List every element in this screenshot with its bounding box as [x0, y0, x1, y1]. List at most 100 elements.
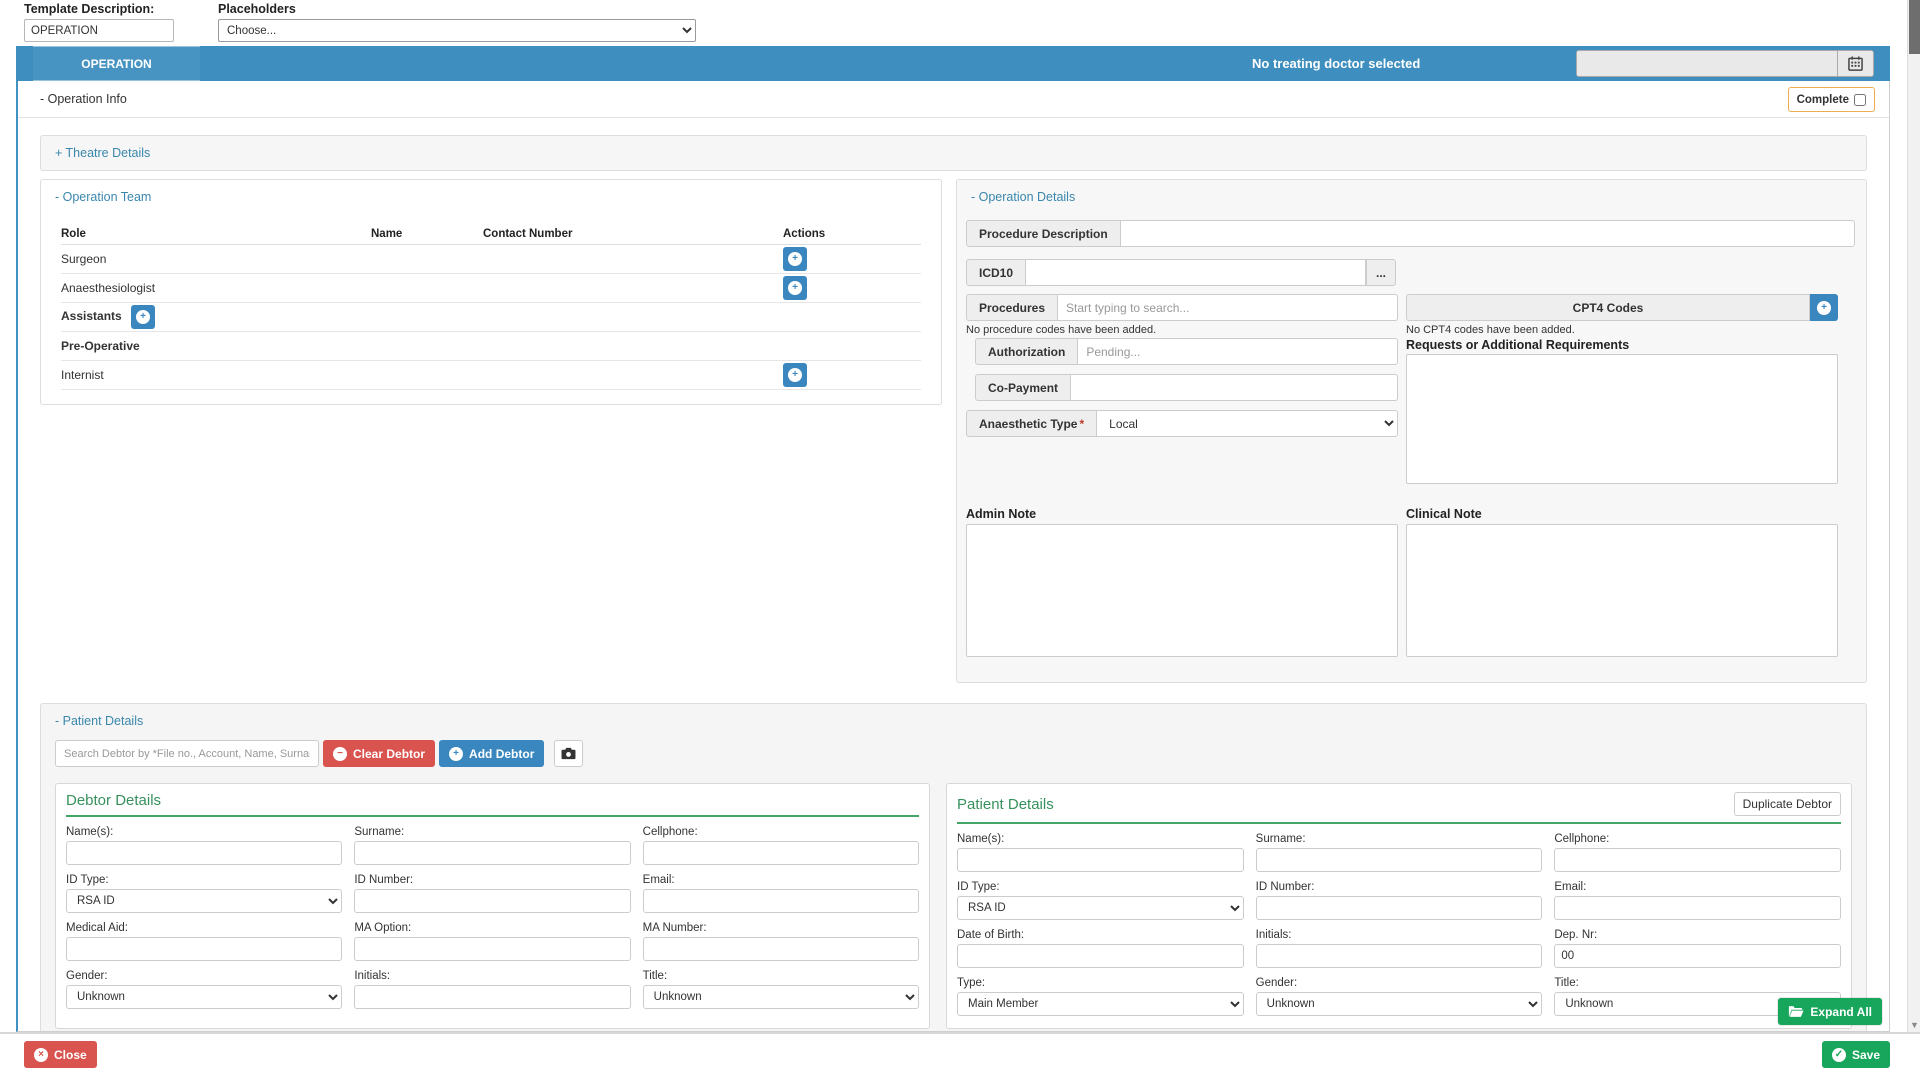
debtor-email-input[interactable]	[642, 889, 919, 913]
copayment-input[interactable]	[1071, 374, 1398, 401]
icd10-input[interactable]	[1026, 259, 1366, 286]
patient-cellphone-input[interactable]	[1554, 848, 1841, 872]
authorization-input[interactable]	[1078, 338, 1398, 365]
camera-button[interactable]	[554, 740, 584, 767]
plus-circle-icon: +	[788, 368, 802, 382]
close-button[interactable]: × Close	[24, 1041, 97, 1068]
debtor-manumber-label: MA Number:	[642, 922, 707, 934]
copayment-label: Co-Payment	[975, 374, 1072, 401]
template-toolbar: Template Description: Placeholders Choos…	[0, 0, 1920, 46]
plus-circle-icon: +	[1817, 300, 1831, 315]
debtor-search-input[interactable]	[55, 740, 319, 767]
add-debtor-button[interactable]: + Add Debtor	[439, 740, 545, 767]
anaesthetic-type-select[interactable]: Local	[1097, 410, 1398, 437]
patient-depnr-label: Dep. Nr:	[1554, 929, 1598, 941]
vertical-scrollbar[interactable]: ▼	[1907, 0, 1920, 1032]
team-name-cell	[371, 273, 483, 303]
debtor-idtype-select[interactable]: RSA ID	[66, 889, 343, 913]
operation-team-table: Role Name Contact Number Actions Surgeon	[61, 224, 921, 390]
patient-details-toggle[interactable]: - Patient Details	[55, 714, 144, 728]
authorization-label: Authorization	[975, 338, 1079, 365]
debtor-manumber-input[interactable]	[642, 937, 919, 961]
calendar-icon	[1848, 56, 1863, 71]
debtor-gender-label: Gender:	[66, 970, 108, 982]
patient-idtype-select[interactable]: RSA ID	[957, 896, 1244, 920]
scrollbar-thumb[interactable]	[1909, 0, 1920, 54]
table-row: Assistants +	[61, 302, 921, 332]
requests-textarea[interactable]	[1406, 354, 1838, 484]
save-button[interactable]: ✓ Save	[1821, 1041, 1890, 1068]
debtor-idnumber-input[interactable]	[354, 889, 631, 913]
procedure-description-group: Procedure Description	[966, 220, 1855, 247]
complete-checkbox[interactable]	[1854, 93, 1866, 106]
clinical-note-label: Clinical Note	[1406, 507, 1482, 521]
procedures-search-input[interactable]	[1058, 294, 1398, 321]
debtor-initials-input[interactable]	[354, 985, 631, 1009]
patient-surname-input[interactable]	[1255, 848, 1543, 872]
operation-team-toggle[interactable]: - Operation Team	[55, 190, 152, 204]
patient-idnumber-input[interactable]	[1255, 896, 1543, 920]
add-assistant-button[interactable]: +	[131, 305, 156, 329]
table-row: Internist +	[61, 360, 921, 390]
theatre-details-toggle[interactable]: + Theatre Details	[55, 146, 151, 160]
procedure-description-input[interactable]	[1120, 220, 1855, 247]
icd10-more-button[interactable]: ...	[1366, 259, 1396, 286]
add-internist-button[interactable]: +	[783, 363, 807, 387]
procedure-description-label: Procedure Description	[966, 220, 1121, 247]
patient-depnr-input[interactable]	[1554, 944, 1841, 968]
expand-all-button[interactable]: Expand All	[1778, 998, 1882, 1025]
debtor-title-select[interactable]: Unknown	[642, 985, 919, 1009]
clinical-note-textarea[interactable]	[1406, 524, 1838, 657]
debtor-cellphone-label: Cellphone:	[642, 826, 698, 838]
team-col-contact: Contact Number	[483, 224, 783, 245]
clear-debtor-button[interactable]: − Clear Debtor	[323, 740, 436, 767]
minus-circle-icon: −	[333, 746, 347, 761]
patient-names-label: Name(s):	[957, 833, 1005, 845]
anaesthetic-type-group: Anaesthetic Type * Local	[966, 410, 1398, 437]
camera-icon	[561, 747, 576, 760]
operation-header-bar: OPERATION No treating doctor selected	[16, 46, 1890, 81]
cpt4-codes-header: CPT4 Codes +	[1406, 294, 1838, 321]
scroll-down-arrow[interactable]: ▼	[1910, 1020, 1919, 1030]
patient-names-input[interactable]	[957, 848, 1244, 872]
patient-email-input[interactable]	[1554, 896, 1841, 920]
patient-gender-select[interactable]: Unknown	[1255, 992, 1543, 1016]
patient-title-label: Title:	[1554, 977, 1579, 989]
patient-idnumber-label: ID Number:	[1255, 881, 1315, 893]
plus-circle-icon: +	[788, 281, 802, 295]
debtor-medicalaid-label: Medical Aid:	[66, 922, 129, 934]
debtor-names-input[interactable]	[66, 841, 343, 865]
team-role-label: Internist	[61, 360, 371, 390]
debtor-surname-input[interactable]	[354, 841, 631, 865]
debtor-gender-select[interactable]: Unknown	[66, 985, 343, 1009]
debtor-maoption-input[interactable]	[354, 937, 631, 961]
debtor-idtype-label: ID Type:	[66, 874, 109, 886]
patient-dob-label: Date of Birth:	[957, 929, 1025, 941]
team-role-label: Surgeon	[61, 244, 371, 274]
add-anaesthesiologist-button[interactable]: +	[783, 276, 807, 300]
admin-note-textarea[interactable]	[966, 524, 1398, 657]
team-col-role: Role	[61, 224, 371, 245]
authorization-group: Authorization	[975, 338, 1398, 365]
operation-details-toggle[interactable]: - Operation Details	[971, 190, 1076, 204]
add-cpt4-button[interactable]: +	[1810, 294, 1838, 321]
patient-dob-input[interactable]	[957, 944, 1244, 968]
patient-type-select[interactable]: Main Member	[957, 992, 1244, 1016]
placeholders-select[interactable]: Choose...	[218, 19, 696, 42]
debtor-medicalaid-input[interactable]	[66, 937, 343, 961]
plus-circle-icon: +	[136, 310, 151, 324]
add-surgeon-button[interactable]: +	[783, 247, 807, 271]
patient-gender-label: Gender:	[1255, 977, 1298, 989]
calendar-button[interactable]	[1837, 51, 1873, 76]
tab-operation[interactable]: OPERATION	[33, 46, 200, 81]
patient-initials-input[interactable]	[1255, 944, 1543, 968]
team-contact-cell	[483, 273, 783, 303]
operation-team-panel: - Operation Team Role Name Contact Numbe…	[40, 179, 942, 405]
check-circle-icon: ✓	[1831, 1047, 1846, 1062]
template-description-input[interactable]	[24, 19, 174, 42]
complete-button[interactable]: Complete	[1787, 87, 1875, 112]
debtor-cellphone-input[interactable]	[642, 841, 919, 865]
duplicate-debtor-button[interactable]: Duplicate Debtor	[1733, 792, 1841, 816]
operation-date-input[interactable]	[1577, 51, 1837, 76]
debtor-details-title: Debtor Details	[66, 792, 162, 809]
